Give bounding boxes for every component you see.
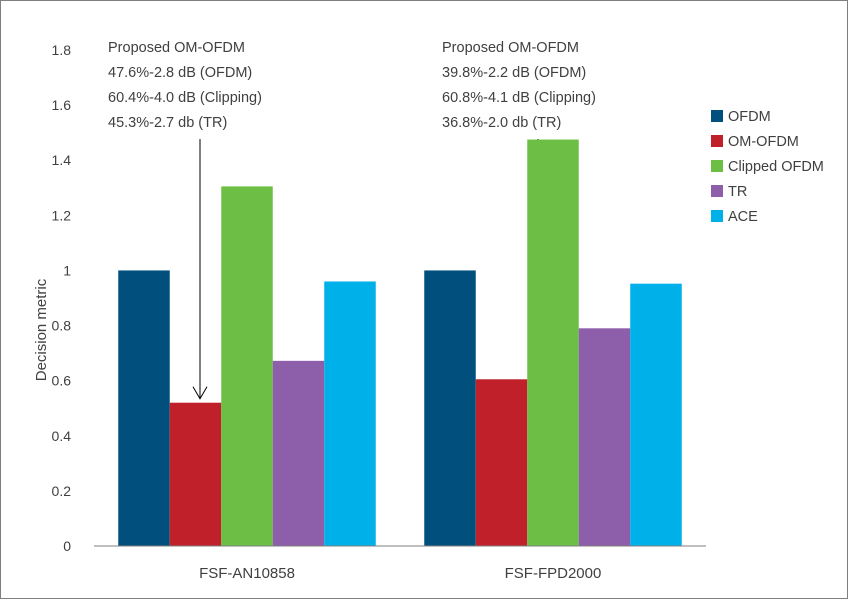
annotation-line: Proposed OM-OFDM bbox=[108, 40, 245, 56]
legend-label: OM-OFDM bbox=[728, 134, 799, 150]
legend-swatch bbox=[711, 135, 723, 147]
y-axis-label: Decision metric bbox=[33, 278, 50, 381]
x-tick-label: FSF-AN10858 bbox=[199, 565, 295, 582]
bar-clipped-ofdm-1 bbox=[221, 186, 273, 546]
y-tick-label: 1 bbox=[63, 262, 71, 278]
bar-ofdm-2 bbox=[424, 270, 476, 546]
y-tick-label: 0 bbox=[63, 538, 71, 554]
legend-swatch bbox=[711, 160, 723, 172]
bars-layer bbox=[118, 139, 682, 546]
annotation-line: 60.8%-4.1 dB (Clipping) bbox=[442, 90, 596, 106]
legend-label: OFDM bbox=[728, 109, 771, 125]
x-tick-label: FSF-FPD2000 bbox=[505, 565, 602, 582]
bar-ace-1 bbox=[324, 281, 376, 546]
legend-label: ACE bbox=[728, 209, 758, 225]
y-tick-label: 1.4 bbox=[52, 152, 72, 168]
annotation-line: 36.8%-2.0 db (TR) bbox=[442, 115, 561, 131]
legend-swatch bbox=[711, 110, 723, 122]
y-tick-label: 0.6 bbox=[52, 373, 72, 389]
x-tick-labels: FSF-AN10858 FSF-FPD2000 bbox=[199, 565, 601, 582]
annotation-1: Proposed OM-OFDM 47.6%-2.8 dB (OFDM) 60.4%… bbox=[108, 40, 262, 400]
annotations-layer: Proposed OM-OFDM 47.6%-2.8 dB (OFDM) 60.4%… bbox=[108, 40, 596, 400]
annotation-line: 39.8%-2.2 dB (OFDM) bbox=[442, 65, 586, 81]
legend-swatch bbox=[711, 185, 723, 197]
annotation-line: 60.4%-4.0 dB (Clipping) bbox=[108, 90, 262, 106]
bar-om-ofdm-2 bbox=[475, 379, 528, 546]
bar-ace-2 bbox=[630, 283, 682, 546]
axes-layer: Decision metric bbox=[33, 278, 706, 547]
y-tick-label: 1.8 bbox=[52, 42, 72, 58]
y-tick-label: 0.8 bbox=[52, 318, 72, 334]
bar-om-ofdm-1 bbox=[169, 402, 222, 546]
y-tick-label: 1.2 bbox=[52, 207, 72, 223]
annotation-2: Proposed OM-OFDM 39.8%-2.2 dB (OFDM) 60.8%… bbox=[442, 40, 596, 377]
y-tick-label: 1.6 bbox=[52, 97, 72, 113]
ticks-layer: 0 0.2 0.4 0.6 0.8 1 1.2 1.4 1.6 1.8 bbox=[52, 42, 72, 554]
annotation-line: Proposed OM-OFDM bbox=[442, 40, 579, 56]
bar-tr-2 bbox=[578, 328, 631, 546]
bar-clipped-ofdm-2 bbox=[527, 139, 579, 546]
legend-label: TR bbox=[728, 184, 747, 200]
y-tick-label: 0.4 bbox=[52, 428, 72, 444]
annotation-line: 45.3%-2.7 db (TR) bbox=[108, 115, 227, 131]
legend: OFDM OM-OFDM Clipped OFDM TR ACE bbox=[711, 109, 824, 225]
bar-tr-1 bbox=[272, 360, 325, 546]
legend-swatch bbox=[711, 210, 723, 222]
annotation-arrow-head bbox=[192, 386, 208, 400]
annotation-line: 47.6%-2.8 dB (OFDM) bbox=[108, 65, 252, 81]
y-tick-label: 0.2 bbox=[52, 483, 72, 499]
bar-ofdm-1 bbox=[118, 270, 170, 546]
legend-label: Clipped OFDM bbox=[728, 159, 824, 175]
